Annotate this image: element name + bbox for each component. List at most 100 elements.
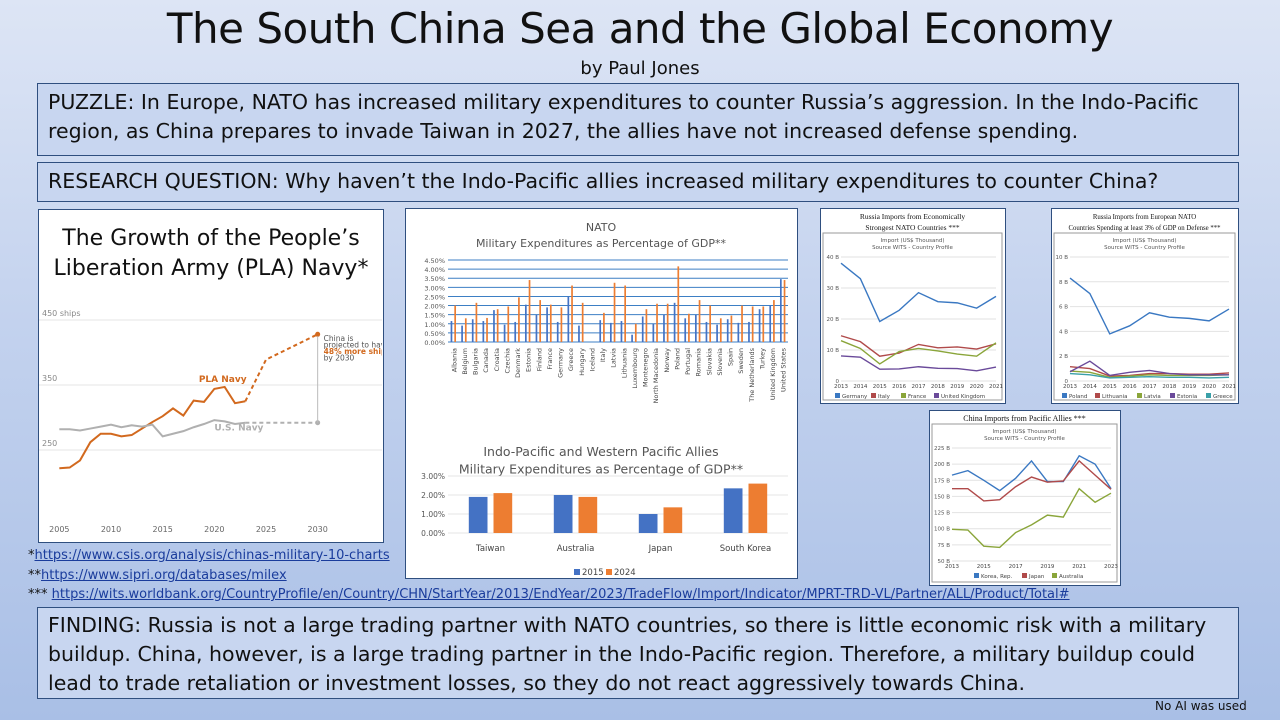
x-tick-label: 2015	[977, 564, 991, 570]
bar-2024-italy	[603, 312, 605, 342]
legend-swatch	[1137, 393, 1142, 398]
disclaimer: No AI was used	[1155, 699, 1247, 713]
bar-2015-italy	[599, 320, 602, 342]
legend-label: United Kingdom	[941, 394, 985, 400]
y-tick-label: 1.50%	[424, 312, 445, 320]
y-tick-label: 225 B	[934, 446, 950, 452]
bar-2024-croatia	[496, 309, 499, 342]
chart-title: Strongest NATO Countries ***	[865, 223, 959, 232]
footnote-link-csis[interactable]: https://www.csis.org/analysis/chinas-mil…	[34, 548, 390, 563]
y-tick-label: 450 ships	[42, 309, 81, 318]
series-label: PLA Navy	[199, 375, 247, 385]
bar-2015-australia	[553, 495, 573, 533]
bar-2024-sweden	[741, 305, 743, 342]
category-label: Croatia	[493, 348, 501, 371]
legend-swatch	[1062, 393, 1067, 398]
series-line-poland	[1069, 277, 1230, 335]
russia-imports-3pct-chart: Russia Imports from European NATO Countri…	[1051, 208, 1239, 404]
x-tick-label: 2010	[101, 525, 121, 534]
footnote-link-wits[interactable]: https://wits.worldbank.org/CountryProfil…	[51, 587, 1070, 602]
category-label: Denmark	[514, 348, 522, 378]
series-line-france	[840, 340, 997, 365]
y-tick-label: 0	[1065, 379, 1069, 385]
footnote-mark: **	[28, 568, 41, 583]
annotation-text: projected to have	[324, 340, 382, 349]
puzzle-box: PUZZLE: In Europe, NATO has increased mi…	[37, 83, 1239, 156]
chart-subtitle: Military Expenditures as Percentage of G…	[476, 237, 727, 250]
bar-2024-greece	[571, 285, 573, 342]
bar-2015-romania	[694, 314, 697, 342]
x-tick-label: 2014	[853, 384, 867, 390]
legend-swatch	[606, 569, 612, 575]
bar-2024-bulgaria	[475, 302, 478, 342]
bar-2015-slovenia	[716, 324, 718, 342]
legend-label: 2015	[582, 568, 604, 577]
legend-swatch	[1052, 573, 1057, 578]
bar-2024-united-states	[783, 280, 786, 342]
bar-2024-france	[549, 304, 552, 342]
bar-2024-slovenia	[719, 318, 722, 342]
y-tick-label: 4 B	[1059, 329, 1068, 335]
category-label: Taiwan	[475, 544, 505, 554]
bar-2015-france	[546, 307, 548, 342]
research-question-box: RESEARCH QUESTION: Why haven’t the Indo-…	[37, 162, 1239, 202]
category-label: Turkey	[758, 348, 766, 370]
chart-frame	[1053, 232, 1236, 401]
x-tick-label: 2030	[307, 525, 327, 534]
bar-2015-portugal	[684, 318, 687, 342]
y-tick-label: 250	[42, 439, 57, 448]
chart-subtitle: Source WITS - Country Profile	[984, 436, 1065, 442]
y-tick-label: 1.00%	[421, 510, 445, 519]
bar-2024-lithuania	[624, 285, 627, 342]
series-line-japan	[952, 459, 1112, 502]
bar-2024-the-netherlands	[751, 306, 754, 342]
y-tick-label: 100 B	[934, 527, 950, 533]
pla-chart-title: The Growth of the People’s Liberation Ar…	[53, 226, 369, 281]
bar-2024-estonia	[528, 280, 531, 342]
legend-label: Latvia	[1144, 394, 1161, 400]
bar-2024-portugal	[688, 313, 690, 342]
bar-2024-albania	[454, 305, 457, 342]
legend-swatch	[835, 393, 840, 398]
bar-2024-australia	[578, 496, 598, 533]
x-tick-label: 2015	[152, 525, 172, 534]
bar-2024-north-macedonia	[656, 303, 658, 342]
poster-title: The South China Sea and the Global Econo…	[166, 4, 1114, 53]
x-tick-label: 2019	[950, 384, 964, 390]
category-label: Australia	[557, 544, 595, 554]
legend-swatch	[1022, 573, 1027, 578]
y-tick-label: 10 B	[1055, 255, 1068, 261]
bar-2024-slovakia	[709, 305, 712, 342]
bar-2024-canada	[486, 317, 488, 342]
x-tick-label: 2021	[1222, 384, 1236, 390]
bar-2015-poland	[673, 302, 676, 342]
y-tick-label: 0	[836, 379, 840, 385]
x-tick-label: 2014	[1083, 384, 1097, 390]
category-label: Poland	[673, 348, 681, 370]
bar-2015-canada	[482, 321, 485, 342]
bar-2015-japan	[638, 514, 658, 533]
series-line-u-s-navy	[59, 419, 246, 438]
bar-2015-norway	[663, 314, 665, 342]
bar-2015-belgium	[461, 325, 463, 342]
series-line-germany	[840, 262, 997, 323]
bar-2024-united-kingdom	[773, 300, 775, 342]
x-tick-label: 2013	[945, 564, 959, 570]
bar-2024-south-korea	[748, 483, 768, 533]
bar-2015-latvia	[609, 322, 612, 342]
category-label: United States	[780, 347, 788, 392]
category-label: Iceland	[588, 348, 596, 372]
chart-frame	[931, 423, 1118, 583]
bar-2015-germany	[556, 321, 559, 342]
category-label: France	[546, 348, 554, 370]
x-tick-label: 2021	[989, 384, 1003, 390]
category-label: Canada	[482, 348, 490, 373]
chart-title: Russia Imports from European NATO	[1093, 214, 1196, 221]
footnote-link-sipri[interactable]: https://www.sipri.org/databases/milex	[41, 568, 287, 583]
legend-label: 2024	[614, 568, 636, 577]
category-label: Estonia	[525, 348, 533, 372]
legend-swatch	[974, 573, 979, 578]
x-tick-label: 2019	[1182, 384, 1196, 390]
bar-2024-germany	[560, 307, 563, 342]
category-label: Sweden	[737, 348, 745, 374]
